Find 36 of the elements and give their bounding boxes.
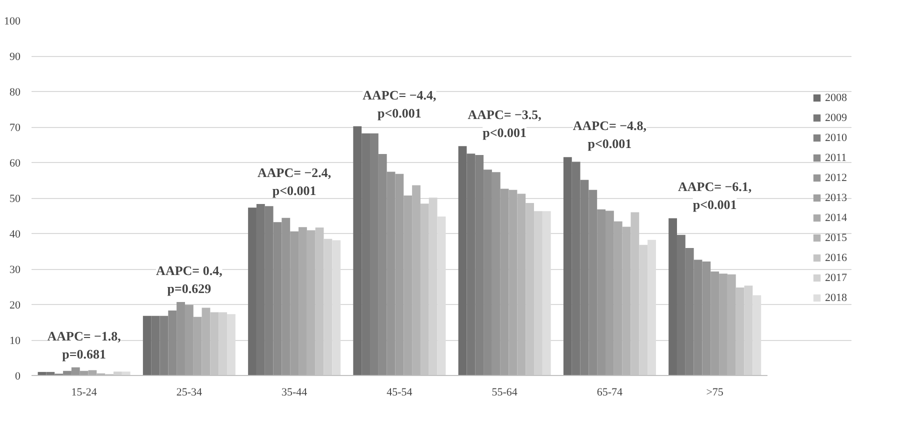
y-tick-label: 20: [10, 300, 21, 312]
y-tick-label: 70: [10, 122, 21, 134]
y-tick-label: 50: [10, 193, 21, 205]
y-tick-label: 90: [10, 51, 21, 63]
y-tick-label: 60: [10, 158, 21, 170]
annotation: AAPC= −2.4, p<0.001: [257, 165, 332, 198]
legend-label: 2010: [825, 132, 847, 144]
legend-label: 2017: [825, 272, 847, 284]
y-tick-label: 0: [15, 370, 21, 382]
y-tick-label: 100: [4, 16, 21, 28]
annotation: AAPC= 0.4, p=0.629: [156, 263, 222, 296]
legend-label: 2008: [825, 92, 847, 104]
annotation: AAPC= −4.8, p<0.001: [572, 118, 647, 152]
legend-label: 2014: [825, 212, 847, 224]
y-tick-label: 30: [10, 264, 21, 276]
legend-label: 2011: [825, 152, 847, 164]
legend-label: 2016: [825, 252, 847, 264]
annotation: AAPC= −3.5, p<0.001: [468, 107, 542, 140]
y-tick-label: 80: [10, 86, 21, 98]
x-tick-label: >75: [706, 386, 724, 398]
y-tick-label: 10: [10, 335, 21, 347]
annotation: AAPC= −6.1, p<0.001: [678, 179, 752, 212]
legend-label: 2013: [825, 192, 847, 204]
annotation: AAPC= −1.8, p=0.681: [47, 328, 121, 362]
legend-label: 2018: [825, 292, 847, 304]
x-tick-label: 55-64: [492, 386, 518, 398]
legend-label: 2009: [825, 112, 847, 124]
x-tick-label: 15-24: [71, 386, 98, 398]
x-tick-label: 35-44: [281, 386, 308, 398]
legend-label: 2012: [825, 172, 847, 184]
annotation: AAPC= −4.4, p<0.001: [362, 87, 436, 120]
y-tick-label: 40: [10, 228, 21, 240]
x-tick-label: 25-34: [176, 386, 203, 398]
x-tick-label: 65-74: [596, 386, 624, 398]
legend-label: 2015: [825, 232, 847, 244]
x-tick-label: 45-54: [386, 386, 413, 398]
